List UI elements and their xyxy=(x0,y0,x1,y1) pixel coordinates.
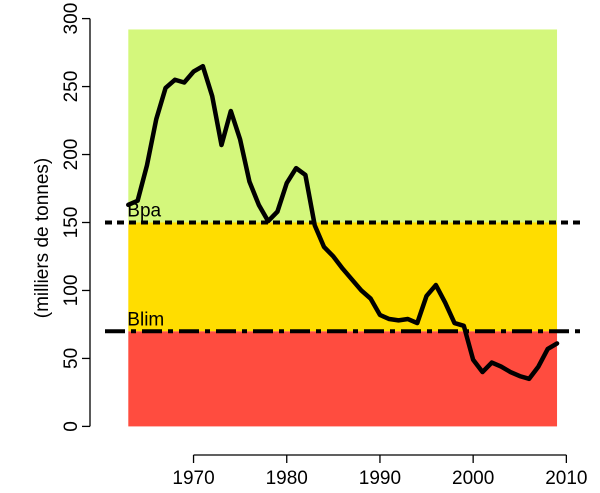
x-tick-label: 1990 xyxy=(359,468,401,489)
series-line xyxy=(126,63,560,382)
x-tick-label: 1980 xyxy=(266,468,308,489)
y-tick-label: 150 xyxy=(61,207,82,239)
zone-yellow xyxy=(128,222,558,332)
y-tick-label: 250 xyxy=(61,71,82,103)
y-axis-ticks: 0 50 100 150 200 250 300 xyxy=(61,3,90,432)
x-axis-ticks: 1970 1980 1990 2000 2010 xyxy=(172,455,587,489)
y-tick-label: 200 xyxy=(61,139,82,171)
zone-green xyxy=(128,29,558,223)
y-tick-label: 300 xyxy=(61,3,82,35)
reference-lines: Bpa Blim xyxy=(105,201,585,334)
y-axis-label: (milliers de tonnes) xyxy=(32,158,53,319)
zone-bands xyxy=(128,29,558,427)
reference-label-bpa: Bpa xyxy=(127,201,161,222)
y-tick-label: 0 xyxy=(61,421,82,432)
x-tick-label: 2010 xyxy=(545,468,587,489)
y-tick-label: 100 xyxy=(61,275,82,307)
reference-label-blim: Blim xyxy=(127,309,164,330)
zone-red xyxy=(128,331,558,427)
y-tick-label: 50 xyxy=(61,348,82,369)
x-tick-label: 2000 xyxy=(452,468,494,489)
x-tick-label: 1970 xyxy=(172,468,214,489)
